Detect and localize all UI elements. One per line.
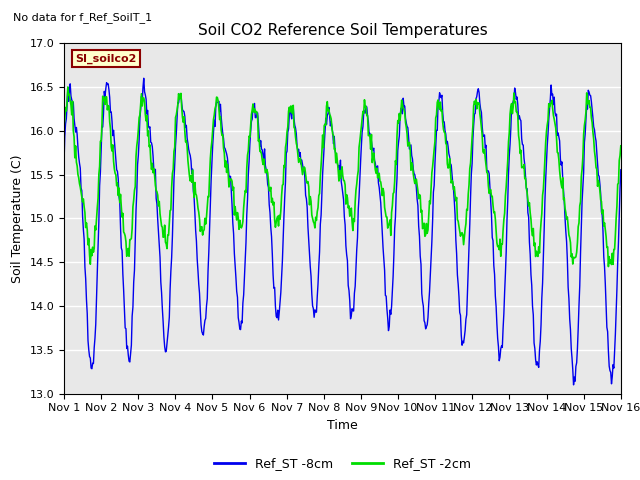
Ref_ST -2cm [185, 166, 193, 171]
Ref_ST -2cm [428, 185, 435, 191]
Ref_ST -8cm [70, 116, 78, 121]
Ref_ST -8cm [140, 75, 148, 81]
X-axis label: Time: Time [327, 419, 358, 432]
Title: Soil CO2 Reference Soil Temperatures: Soil CO2 Reference Soil Temperatures [198, 23, 487, 38]
Y-axis label: Soil Temperature (C): Soil Temperature (C) [11, 154, 24, 283]
Legend: Ref_ST -8cm, Ref_ST -2cm: Ref_ST -8cm, Ref_ST -2cm [209, 453, 476, 475]
Text: No data for f_Ref_SoilT_1: No data for f_Ref_SoilT_1 [13, 12, 152, 23]
Ref_ST -8cm [617, 167, 625, 173]
Ref_ST -8cm [60, 161, 68, 167]
Ref_ST -8cm [428, 257, 435, 263]
Ref_ST -2cm [605, 264, 612, 269]
Line: Ref_ST -8cm: Ref_ST -8cm [64, 78, 621, 385]
Ref_ST -8cm [185, 146, 193, 152]
Ref_ST -8cm [570, 382, 577, 388]
Ref_ST -2cm [617, 143, 625, 149]
Line: Ref_ST -2cm: Ref_ST -2cm [64, 87, 621, 266]
Ref_ST -2cm [128, 226, 136, 231]
Ref_ST -2cm [71, 155, 79, 161]
Ref_ST -2cm [214, 98, 222, 104]
Ref_ST -2cm [64, 84, 72, 90]
Text: SI_soilco2: SI_soilco2 [75, 54, 136, 64]
Ref_ST -2cm [411, 180, 419, 186]
Ref_ST -8cm [127, 342, 135, 348]
Ref_ST -2cm [60, 124, 68, 130]
Ref_ST -8cm [411, 172, 419, 178]
Ref_ST -8cm [214, 100, 222, 106]
